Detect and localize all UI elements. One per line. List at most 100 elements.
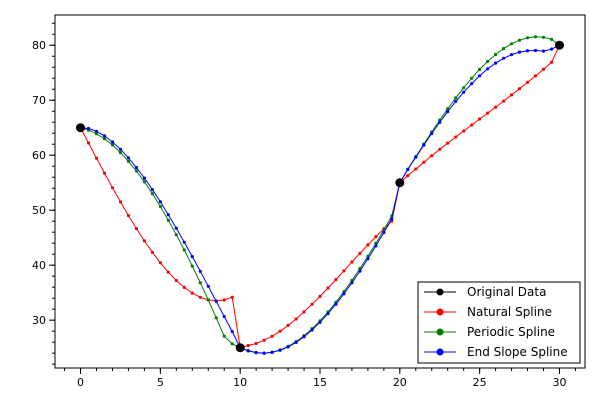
series-point-1	[533, 35, 538, 39]
series-point-1	[462, 86, 466, 90]
y-tick-label: 30	[32, 314, 46, 327]
series-point-2	[533, 48, 538, 53]
series-point-2	[158, 200, 162, 204]
series-point-0	[198, 295, 202, 299]
series-point-1	[166, 218, 170, 222]
series-point-1	[94, 132, 99, 136]
series-point-1	[102, 137, 107, 141]
series-point-1	[134, 169, 138, 173]
series-point-1	[517, 38, 522, 42]
series-point-1	[478, 67, 482, 71]
series-point-1	[222, 334, 226, 338]
series-point-2	[446, 110, 450, 114]
series-point-1	[470, 76, 474, 80]
series-point-1	[486, 59, 490, 64]
series-point-0	[286, 323, 290, 327]
series-point-0	[510, 93, 514, 97]
series-point-0	[278, 329, 282, 333]
series-point-1	[541, 35, 546, 39]
series-point-2	[366, 257, 370, 261]
legend-label-end-slope-spline: End Slope Spline	[467, 345, 568, 359]
series-point-2	[342, 292, 346, 296]
series-point-1	[110, 143, 115, 147]
legend: Original Data Natural Spline Periodic Sp…	[417, 281, 581, 364]
series-point-0	[502, 99, 506, 103]
series-point-0	[302, 310, 306, 314]
series-point-2	[182, 240, 186, 244]
series-point-0	[190, 291, 194, 295]
original-data-point	[76, 123, 85, 133]
series-point-1	[142, 180, 146, 184]
series-point-2	[294, 340, 298, 344]
series-point-0	[254, 341, 258, 346]
series-point-2	[270, 350, 274, 354]
series-point-0	[166, 270, 170, 274]
y-tick-label: 40	[32, 259, 46, 272]
series-point-2	[230, 329, 234, 334]
series-point-2	[126, 156, 130, 160]
series-point-2	[174, 226, 178, 230]
x-tick-label: 10	[233, 376, 247, 389]
series-point-0	[86, 141, 91, 145]
series-point-0	[462, 129, 466, 133]
series-point-0	[342, 269, 346, 273]
series-point-2	[134, 165, 138, 170]
series-point-0	[318, 294, 322, 298]
series-point-0	[174, 278, 178, 283]
series-point-0	[454, 135, 458, 139]
series-point-2	[374, 244, 378, 248]
series-point-2	[406, 167, 410, 172]
series-point-0	[446, 141, 450, 145]
series-point-1	[446, 107, 450, 111]
series-point-0	[222, 298, 226, 302]
series-point-2	[262, 351, 266, 355]
series-point-2	[517, 50, 522, 54]
y-tick-label: 80	[32, 39, 46, 52]
series-point-2	[382, 230, 386, 235]
series-point-2	[422, 143, 426, 147]
series-point-1	[118, 151, 123, 155]
series-point-1	[182, 248, 186, 252]
series-point-2	[310, 328, 314, 332]
series-point-0	[470, 123, 474, 127]
legend-box	[417, 281, 581, 364]
x-tick-label: 15	[313, 376, 327, 389]
series-point-2	[549, 47, 554, 51]
series-point-0	[142, 239, 146, 243]
legend-label-original-data: Original Data	[467, 285, 546, 299]
series-point-1	[549, 37, 554, 41]
x-tick-label: 0	[77, 376, 84, 389]
x-tick-label: 5	[157, 376, 164, 389]
y-tick-label: 70	[32, 94, 46, 107]
series-point-1	[230, 342, 234, 346]
series-point-0	[110, 186, 115, 190]
series-point-1	[198, 281, 202, 285]
series-point-2	[118, 147, 123, 151]
series-point-0	[118, 200, 123, 204]
series-point-0	[422, 160, 426, 164]
series-point-2	[190, 255, 194, 259]
series-point-1	[502, 47, 506, 51]
series-point-1	[126, 159, 130, 163]
series-point-0	[366, 243, 370, 247]
series-point-0	[486, 111, 490, 115]
series-point-2	[541, 49, 546, 53]
series-point-0	[246, 343, 250, 348]
series-point-1	[454, 96, 458, 100]
series-point-0	[270, 334, 274, 338]
series-point-2	[358, 269, 362, 273]
series-point-2	[142, 176, 146, 180]
series-point-2	[350, 281, 354, 285]
series-point-2	[454, 99, 458, 104]
legend-entry-end-slope-spline: End Slope Spline	[424, 345, 568, 359]
series-point-0	[326, 286, 330, 290]
legend-label-periodic-spline: Periodic Spline	[467, 325, 555, 339]
x-tick-label: 30	[552, 376, 566, 389]
series-point-0	[294, 317, 298, 321]
series-point-0	[517, 87, 522, 91]
series-point-2	[86, 126, 91, 131]
series-point-0	[533, 74, 538, 78]
series-point-1	[525, 36, 530, 40]
axes-layer: 0 5 10 15 20 25 30 30 40 50 60 70 80	[32, 22, 576, 389]
